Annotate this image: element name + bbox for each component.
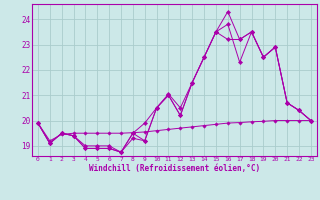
X-axis label: Windchill (Refroidissement éolien,°C): Windchill (Refroidissement éolien,°C)	[89, 164, 260, 173]
